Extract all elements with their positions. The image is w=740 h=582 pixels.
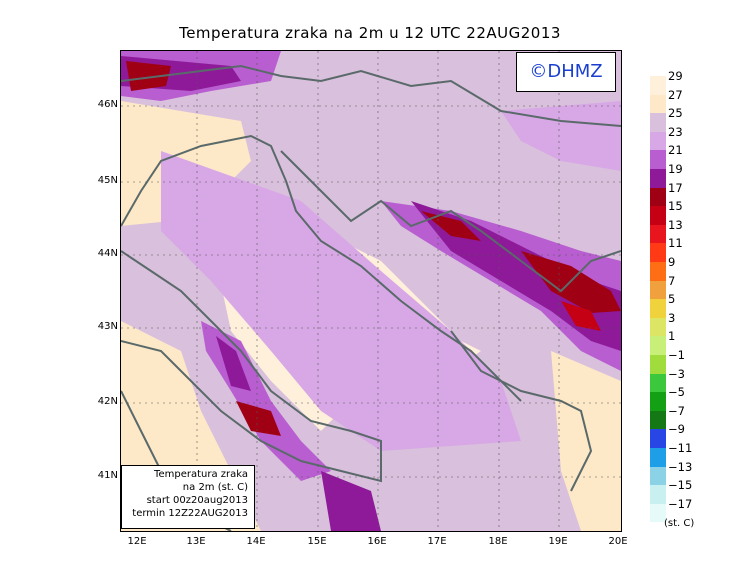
legend-swatch — [650, 243, 666, 262]
legend-swatch — [650, 131, 666, 151]
legend-label: −11 — [668, 441, 693, 455]
legend-swatch — [650, 150, 666, 169]
legend-swatch — [650, 76, 666, 95]
info-line: termin 12Z22AUG2013 — [132, 508, 248, 519]
legend-label: 17 — [668, 180, 683, 195]
legend-swatch — [650, 206, 666, 225]
legend-swatch — [650, 503, 666, 523]
legend-swatch — [650, 169, 666, 188]
legend-label: 23 — [668, 124, 683, 139]
legend-label: 3 — [668, 310, 676, 325]
legend-swatch — [650, 94, 666, 114]
info-line: start 00z20aug2013 — [146, 495, 248, 506]
dhmz-logo: ©DHMZ — [516, 52, 616, 92]
lon-label: 16E — [367, 536, 387, 547]
info-line: Temperatura zraka — [154, 469, 248, 480]
legend-label: 25 — [668, 106, 683, 121]
legend-label: 7 — [668, 273, 676, 288]
legend-label: 13 — [668, 217, 683, 232]
legend-label: 27 — [668, 87, 683, 102]
legend-label: −3 — [668, 366, 685, 381]
legend-label: −9 — [668, 422, 685, 437]
lat-label: 44N — [97, 248, 118, 259]
legend-label: −13 — [668, 459, 693, 474]
legend-swatch — [650, 280, 666, 300]
legend-swatch — [650, 336, 666, 355]
legend-label: 21 — [668, 143, 683, 158]
legend-swatch — [650, 355, 666, 374]
lat-label: 42N — [97, 396, 118, 407]
legend-swatch — [650, 429, 666, 448]
lon-label: 19E — [548, 536, 568, 547]
lon-label: 20E — [608, 536, 628, 547]
legend-swatch — [650, 410, 666, 430]
legend-swatch — [650, 113, 666, 132]
lat-label: 43N — [97, 321, 118, 332]
legend-swatch — [650, 448, 666, 467]
legend-label: 19 — [668, 162, 683, 176]
legend-label: −17 — [668, 496, 693, 511]
legend-label: −7 — [668, 403, 685, 418]
lon-label: 13E — [186, 536, 206, 547]
legend-swatch — [650, 466, 666, 486]
map-field — [121, 51, 621, 531]
legend-swatch — [650, 392, 666, 411]
legend-label: 5 — [668, 292, 676, 307]
temperature-map — [120, 50, 622, 532]
lat-label: 45N — [97, 175, 118, 186]
map-info-box: Temperatura zraka na 2m (st. C) start 00… — [121, 465, 255, 529]
info-line: na 2m (st. C) — [182, 482, 248, 493]
legend-label: −1 — [668, 348, 685, 362]
lon-label: 15E — [307, 536, 327, 547]
legend-label: 29 — [668, 69, 683, 83]
lat-label: 41N — [97, 470, 118, 481]
legend-swatch — [650, 373, 666, 393]
legend-units: (st. C) — [664, 518, 695, 529]
legend-label: 9 — [668, 255, 676, 269]
legend-label: 11 — [668, 236, 683, 251]
lon-label: 12E — [127, 536, 147, 547]
legend-swatch — [650, 317, 666, 337]
legend-label: 15 — [668, 199, 683, 214]
legend-swatch — [650, 187, 666, 207]
legend-label: 1 — [668, 329, 676, 344]
lon-label: 18E — [488, 536, 508, 547]
legend-swatch — [650, 299, 666, 318]
lon-label: 17E — [427, 536, 447, 547]
legend-label: −15 — [668, 478, 693, 493]
legend-swatch — [650, 262, 666, 281]
lon-label: 14E — [246, 536, 266, 547]
legend-label: −5 — [668, 385, 685, 400]
lat-label: 46N — [97, 99, 118, 110]
legend-swatch — [650, 485, 666, 504]
legend-swatch — [650, 224, 666, 244]
map-title: Temperatura zraka na 2m u 12 UTC 22AUG20… — [179, 24, 561, 42]
